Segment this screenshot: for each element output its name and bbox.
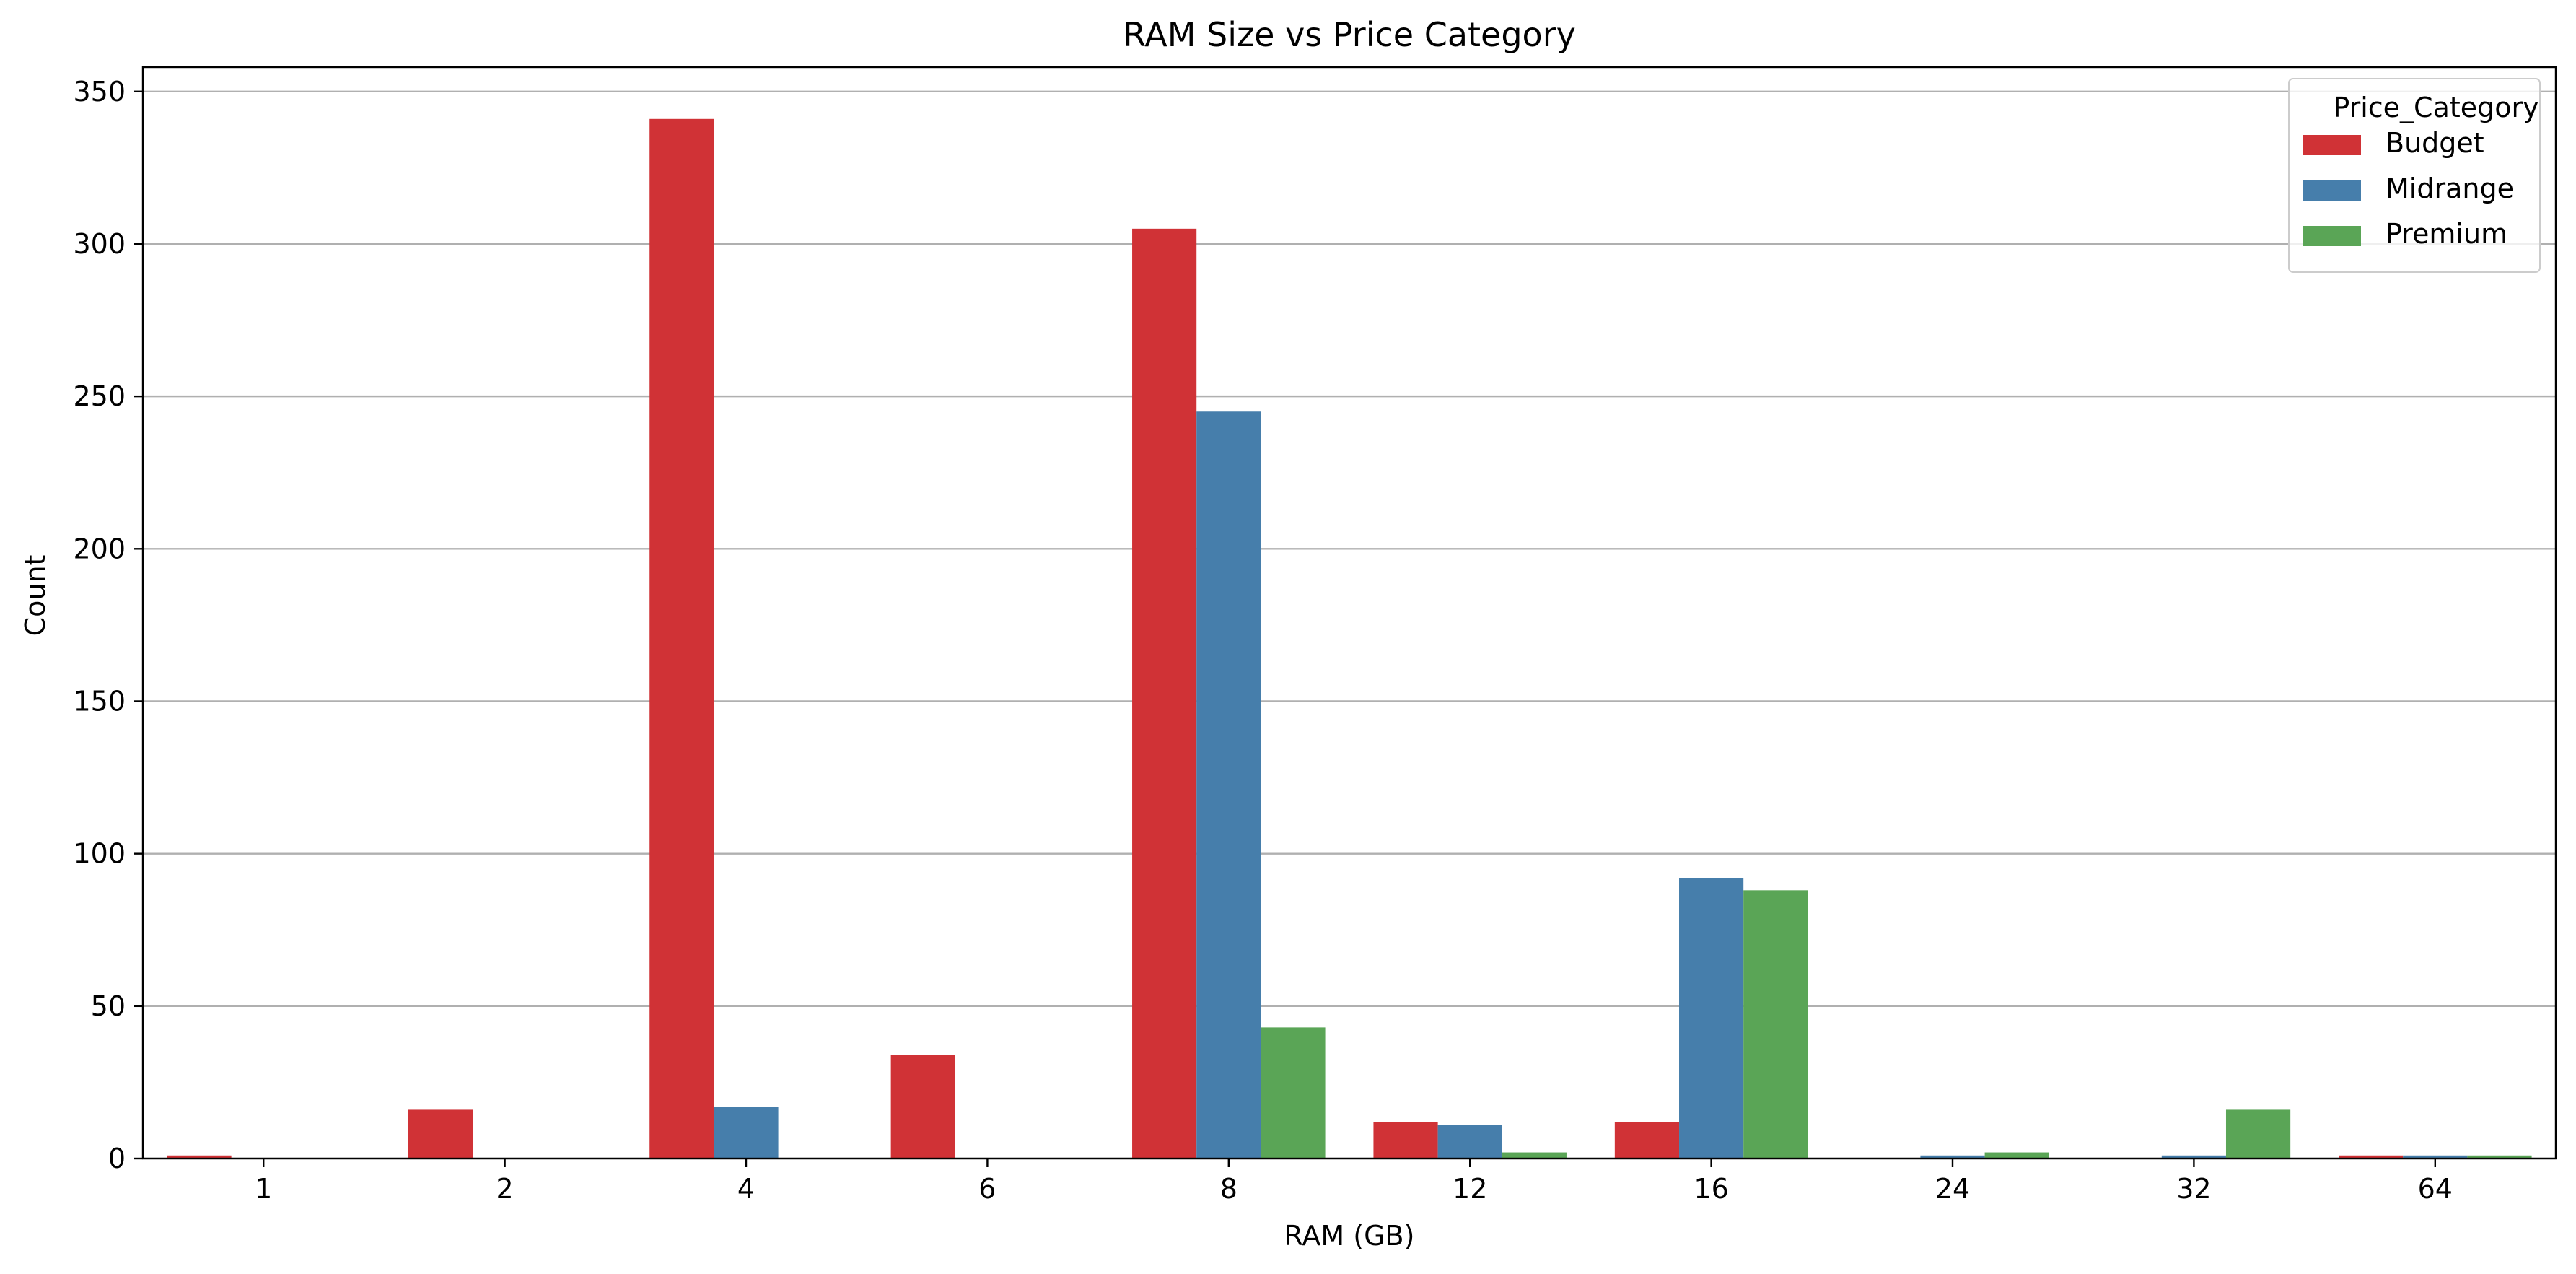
bar-budget-1 xyxy=(167,1155,232,1159)
bar-midrange-32 xyxy=(2161,1155,2226,1159)
chart-title: RAM Size vs Price Category xyxy=(1123,15,1576,54)
legend-label: Budget xyxy=(2386,127,2484,159)
x-tick-label: 6 xyxy=(978,1173,996,1205)
bar-budget-6 xyxy=(890,1055,955,1159)
y-tick-label: 50 xyxy=(91,990,126,1022)
legend-swatch xyxy=(2303,226,2361,246)
y-tick-label: 0 xyxy=(108,1143,126,1174)
bar-premium-64 xyxy=(2467,1155,2532,1159)
bar-midrange-12 xyxy=(1437,1125,1502,1159)
y-tick-label: 150 xyxy=(73,685,126,717)
legend-label: Midrange xyxy=(2386,173,2514,204)
y-axis-label: Count xyxy=(19,555,51,637)
bar-premium-12 xyxy=(1502,1152,1567,1159)
legend: Price_Category Budget Midrange Premium xyxy=(2288,78,2541,273)
bar-premium-24 xyxy=(1984,1152,2049,1159)
bar-budget-16 xyxy=(1614,1122,1680,1159)
x-tick-label: 1 xyxy=(255,1173,272,1205)
legend-entry-midrange: Midrange xyxy=(2303,173,2514,204)
legend-entries: Budget Midrange Premium xyxy=(2303,127,2514,250)
bar-midrange-4 xyxy=(714,1107,779,1159)
bar-budget-2 xyxy=(408,1109,473,1159)
bar-budget-12 xyxy=(1373,1122,1438,1159)
legend-label: Premium xyxy=(2386,218,2507,250)
legend-swatch xyxy=(2303,135,2361,155)
bar-premium-16 xyxy=(1743,890,1808,1159)
x-tick-label: 64 xyxy=(2418,1173,2453,1205)
legend-entry-budget: Budget xyxy=(2303,127,2484,159)
x-axis-ticks: 1 2 4 6 8 12 16 24 32 64 xyxy=(255,1159,2453,1205)
x-tick-label: 4 xyxy=(737,1173,755,1205)
legend-title: Price_Category xyxy=(2333,92,2538,123)
bar-premium-32 xyxy=(2225,1109,2291,1159)
y-tick-label: 200 xyxy=(73,533,126,564)
y-tick-label: 250 xyxy=(73,380,126,412)
y-tick-label: 100 xyxy=(73,838,126,870)
y-axis-ticks: 0 50 100 150 200 250 300 350 xyxy=(73,76,143,1174)
x-tick-label: 16 xyxy=(1694,1173,1728,1205)
series-midrange xyxy=(714,411,2468,1159)
x-tick-label: 2 xyxy=(496,1173,514,1205)
bar-budget-8 xyxy=(1132,228,1197,1159)
x-axis-label: RAM (GB) xyxy=(1284,1220,1415,1252)
legend-box xyxy=(2288,78,2541,273)
series-premium xyxy=(1261,890,2532,1159)
bar-budget-4 xyxy=(649,118,714,1159)
bars xyxy=(167,118,2532,1159)
x-tick-label: 32 xyxy=(2176,1173,2211,1205)
y-tick-label: 350 xyxy=(73,76,126,108)
y-tick-label: 300 xyxy=(73,228,126,260)
legend-swatch xyxy=(2303,180,2361,201)
x-tick-label: 24 xyxy=(1935,1173,1970,1205)
bar-budget-64 xyxy=(2339,1155,2404,1159)
bar-premium-8 xyxy=(1261,1027,1326,1159)
legend-entry-premium: Premium xyxy=(2303,218,2507,250)
bar-midrange-24 xyxy=(1920,1155,1985,1159)
plot-area-frame xyxy=(141,66,2557,1160)
bar-midrange-8 xyxy=(1196,411,1261,1159)
bar-midrange-64 xyxy=(2403,1155,2468,1159)
x-tick-label: 8 xyxy=(1220,1173,1237,1205)
series-budget xyxy=(167,118,2404,1159)
bar-midrange-16 xyxy=(1679,878,1744,1159)
x-tick-label: 12 xyxy=(1453,1173,1487,1205)
